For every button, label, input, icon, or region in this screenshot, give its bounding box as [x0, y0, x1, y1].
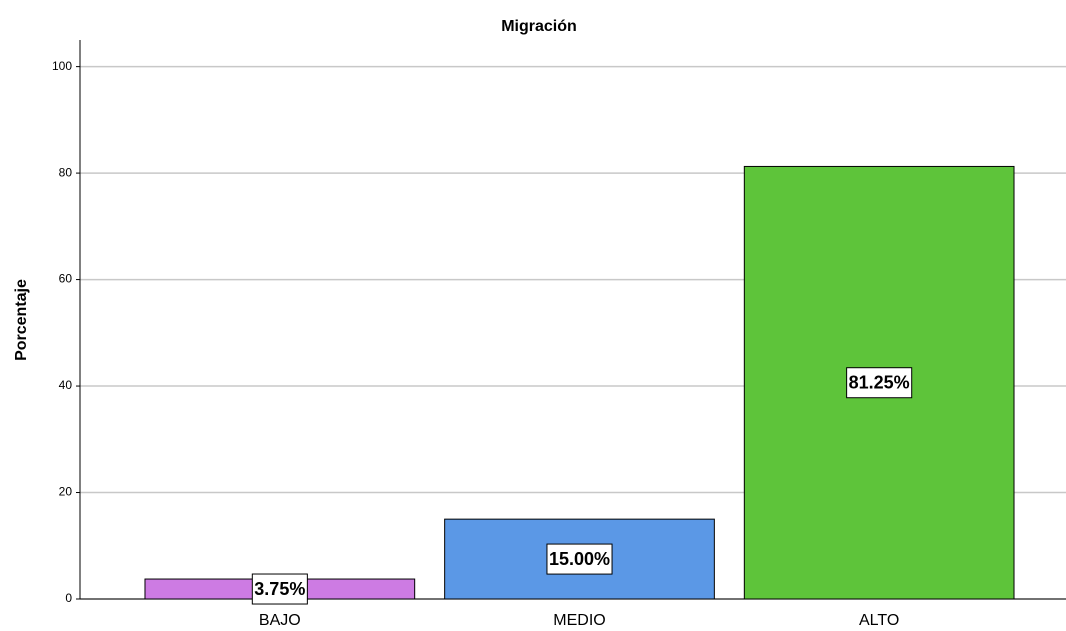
y-tick-label: 100 — [52, 59, 72, 73]
y-tick-label: 20 — [59, 485, 73, 499]
value-label: 3.75% — [254, 579, 305, 599]
y-tick-label: 80 — [59, 165, 73, 179]
value-label-box — [846, 367, 913, 399]
y-axis-label: Porcentaje — [13, 279, 30, 361]
y-tick-label: 60 — [59, 272, 73, 286]
chart-title: Migración — [501, 18, 577, 35]
y-tick-label: 40 — [59, 378, 73, 392]
x-tick-label: ALTO — [859, 612, 899, 629]
value-label: 81.25% — [849, 372, 910, 392]
value-label-box — [251, 573, 308, 605]
y-tick-label: 0 — [65, 591, 72, 605]
value-label-box — [546, 543, 613, 575]
x-tick-label: MEDIO — [553, 612, 605, 629]
value-label: 15.00% — [549, 549, 610, 569]
x-tick-label: BAJO — [259, 612, 301, 629]
